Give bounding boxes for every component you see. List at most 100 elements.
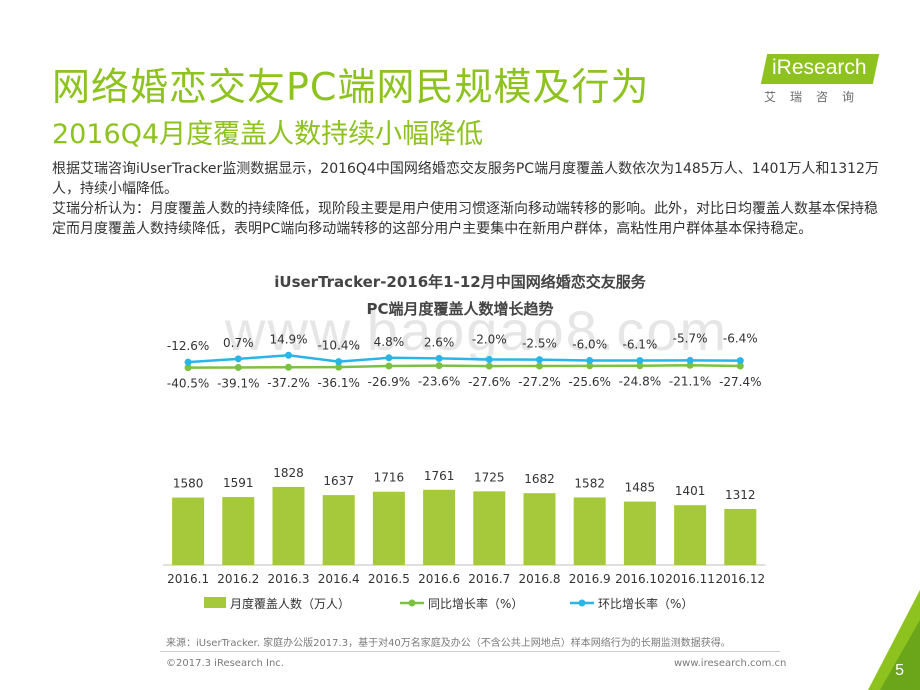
bar-2016.2 xyxy=(222,497,255,565)
corner-decoration xyxy=(868,590,920,690)
mom-point xyxy=(435,354,443,362)
footer-divider xyxy=(160,651,780,652)
mom-point xyxy=(636,357,644,365)
coverage-chart: 1580 2016.1 1591 2016.2 1828 2016.3 1637 2016.4… xyxy=(163,331,766,611)
legend-label-mom: 环比增长率（%） xyxy=(598,596,693,611)
mom-point xyxy=(586,357,594,364)
yoy-data-label: -37.2% xyxy=(267,376,309,390)
bar-value-label: 1485 xyxy=(625,481,656,495)
copyright: ©2017.3 iResearch Inc. xyxy=(166,658,284,669)
summary-paragraph-1: 根据艾瑞咨询iUserTracker监测数据显示，2016Q4中国网络婚恋交友服… xyxy=(52,161,879,197)
yoy-point xyxy=(184,364,192,372)
yoy-data-label: -39.1% xyxy=(217,376,259,390)
bar-2016.10 xyxy=(623,501,656,565)
yoy-point xyxy=(536,362,543,370)
website-link[interactable]: www.iresearch.com.cn xyxy=(674,658,787,669)
slide-subtitle: 2016Q4月度覆盖人数持续小幅降低 xyxy=(52,119,484,150)
yoy-data-label: -26.9% xyxy=(368,375,410,389)
bar-2016.4 xyxy=(322,495,355,565)
yoy-data-label: -23.6% xyxy=(418,375,460,389)
yoy-data-label: -27.4% xyxy=(719,375,761,389)
page-number: 5 xyxy=(895,662,904,679)
iresearch-logo: iResearch 艾瑞咨询 xyxy=(748,48,880,106)
x-tick-label: 2016.6 xyxy=(418,572,460,586)
bar-2016.12 xyxy=(724,508,757,565)
slide-title: 网络婚恋交友PC端网民规模及行为 xyxy=(52,65,650,109)
x-tick-label: 2016.9 xyxy=(569,572,611,586)
x-tick-label: 2016.11 xyxy=(665,572,715,586)
bar-2016.11 xyxy=(674,505,707,565)
legend-swatch-bar xyxy=(204,597,226,608)
yoy-point xyxy=(435,362,443,370)
yoy-point xyxy=(636,362,644,370)
bar-value-label: 1580 xyxy=(173,477,204,491)
watermark: www.baogao8.com xyxy=(225,299,729,362)
mom-data-label: -2.5% xyxy=(522,337,557,351)
yoy-line xyxy=(188,364,741,369)
chart-subtitle: PC端月度覆盖人数增长趋势 xyxy=(366,300,554,318)
mom-data-label: 2.6% xyxy=(424,335,455,349)
mom-point xyxy=(335,358,343,366)
mom-point xyxy=(736,357,744,365)
x-tick-label: 2016.7 xyxy=(468,572,510,586)
mom-point xyxy=(285,351,292,359)
bar-2016.8 xyxy=(523,493,556,565)
bar-value-label: 1591 xyxy=(223,476,254,490)
mom-data-label: -6.4% xyxy=(723,332,758,346)
logo-subtext: 艾瑞咨询 xyxy=(764,90,869,104)
x-tick-label: 2016.12 xyxy=(715,572,765,586)
bar-2016.5 xyxy=(372,491,405,565)
legend-label-yoy: 同比增长率（%） xyxy=(428,596,523,611)
bar-value-label: 1725 xyxy=(474,470,505,484)
yoy-data-label: -36.1% xyxy=(317,376,359,390)
mom-point xyxy=(234,355,242,363)
mom-data-label: -6.1% xyxy=(622,338,657,352)
summary-paragraph-2: 艾瑞分析认为：月度覆盖人数的持续降低，现阶段主要是用户使用习惯逐渐向移动端转移的… xyxy=(52,201,878,237)
yoy-point xyxy=(686,361,694,369)
yoy-point xyxy=(586,362,594,370)
bar-2016.1 xyxy=(172,497,205,565)
mom-data-label: -12.6% xyxy=(167,339,209,353)
x-tick-label: 2016.10 xyxy=(615,572,665,586)
x-tick-label: 2016.2 xyxy=(217,572,259,586)
mom-point xyxy=(536,356,543,364)
mom-data-label: -6.0% xyxy=(572,338,607,352)
mom-data-label: 4.8% xyxy=(374,335,405,349)
bar-value-label: 1637 xyxy=(323,474,354,488)
legend-marker-yoy xyxy=(408,599,416,607)
bar-2016.3 xyxy=(272,486,305,565)
x-tick-label: 2016.8 xyxy=(519,572,561,586)
yoy-point xyxy=(335,363,343,371)
yoy-point xyxy=(234,363,242,371)
mom-data-label: -5.7% xyxy=(673,331,708,345)
mom-point xyxy=(184,358,192,366)
x-tick-label: 2016.3 xyxy=(268,572,310,586)
bar-2016.6 xyxy=(423,489,456,565)
legend-label-bar: 月度覆盖人数（万人） xyxy=(230,596,350,611)
bar-2016.7 xyxy=(473,491,506,565)
summary-text: 根据艾瑞咨询iUserTracker监测数据显示，2016Q4中国网络婚恋交友服… xyxy=(52,159,882,239)
bar-value-label: 1401 xyxy=(675,484,706,498)
yoy-data-label: -27.6% xyxy=(468,375,510,389)
bar-value-label: 1312 xyxy=(725,488,756,502)
mom-point xyxy=(385,354,393,362)
mom-line xyxy=(188,354,741,364)
mom-point xyxy=(485,356,493,363)
source-note: 来源：iUserTracker. 家庭办公版2017.3，基于对40万名家庭及办… xyxy=(166,638,731,649)
yoy-data-label: -24.8% xyxy=(619,375,661,389)
mom-data-label: 14.9% xyxy=(269,332,307,346)
yoy-data-label: -21.1% xyxy=(669,374,711,388)
x-tick-label: 2016.1 xyxy=(167,572,209,586)
bar-value-label: 1682 xyxy=(524,472,555,486)
yoy-point xyxy=(285,363,292,371)
yoy-point xyxy=(736,362,744,370)
logo-text: iResearch xyxy=(772,56,867,79)
yoy-data-label: -27.2% xyxy=(518,375,560,389)
mom-data-label: -2.0% xyxy=(472,333,507,347)
x-tick-label: 2016.5 xyxy=(368,572,410,586)
bar-value-label: 1716 xyxy=(374,471,405,485)
bar-value-label: 1582 xyxy=(574,476,605,490)
mom-data-label: -10.4% xyxy=(317,339,359,353)
bar-value-label: 1761 xyxy=(424,469,455,483)
legend-marker-mom xyxy=(578,599,586,607)
